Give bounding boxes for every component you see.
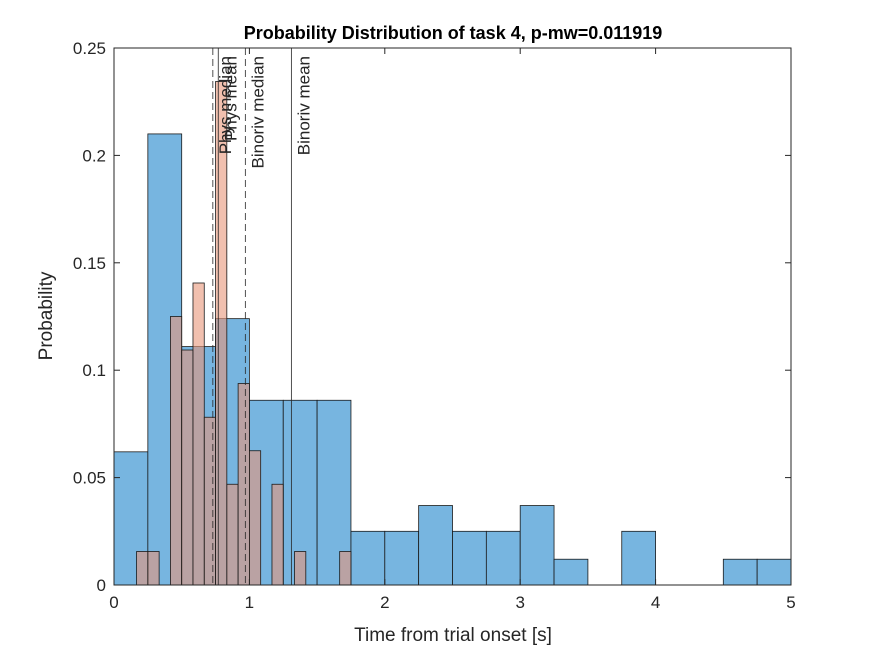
bar-series-2 [226,483,239,586]
bar-series-2 [215,81,228,586]
bar-series-1 [756,558,792,586]
bar-series-2 [294,551,307,586]
axes-box [113,47,792,586]
bar-series-1 [418,505,453,586]
x-tick-label: 1 [245,593,254,612]
x-tick-label: 3 [515,593,524,612]
bar-series-2 [237,383,250,586]
bar-series-1 [519,505,555,586]
y-tick-label: 0.15 [73,254,106,273]
bar-series-2 [192,282,205,586]
y-tick-label: 0.05 [73,469,106,488]
bar-series-2 [271,483,284,586]
x-tick-label: 5 [786,593,795,612]
x-tick-label: 2 [380,593,389,612]
bar-series-1 [350,530,386,586]
bar-series-1 [553,558,589,586]
bar-series-2 [203,416,216,586]
bar-series-2 [147,551,160,586]
chart-title: Probability Distribution of task 4, p-mw… [244,23,663,43]
bar-series-1 [452,530,487,586]
bar-series-2 [248,450,262,586]
bar-series-1 [722,558,758,586]
bar-series-2 [339,551,352,586]
bar-series-1 [621,530,656,586]
y-tick-label: 0.2 [82,146,106,165]
reference-line-label: Binoriv median [248,56,267,168]
x-tick-label: 4 [651,593,660,612]
bar-series-1 [384,530,420,586]
y-tick-label: 0 [97,576,106,595]
bar-series-2 [136,551,149,586]
bar-series-2 [170,316,183,586]
y-tick-label: 0.1 [82,361,106,380]
x-axis-label: Time from trial onset [s] [354,625,552,646]
bar-series-2 [181,349,194,586]
y-tick-label: 0.25 [73,39,106,58]
y-axis-label: Probability [36,271,57,360]
x-tick-label: 0 [109,593,118,612]
reference-line-label: Phys mean [221,56,240,141]
reference-line-label: Phys median [216,56,235,154]
reference-line-label: Binoriv mean [294,56,313,155]
bar-series-1 [485,530,521,586]
